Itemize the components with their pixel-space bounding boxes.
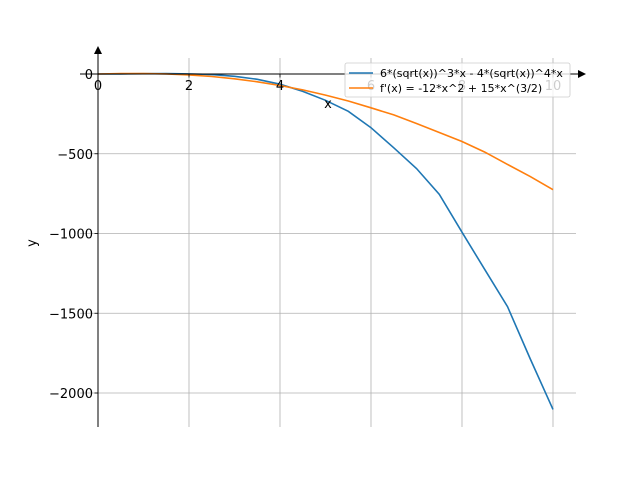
tick-labels: 02468100−500−1000−1500−2000: [49, 68, 561, 402]
legend-box: [344, 62, 571, 98]
legend: 6*(sqrt(x))^3*x - 4*(sqrt(x))^4*x f'(x) =…: [344, 62, 571, 98]
legend-label-1: 6*(sqrt(x))^3*x - 4*(sqrt(x))^4*x: [380, 67, 563, 80]
grid-lines: [80, 58, 576, 427]
x-axis-label: x: [324, 97, 332, 112]
x-tick-label: 0: [94, 79, 102, 94]
y-axis-arrow-icon: [94, 46, 102, 54]
series-line-1: [97, 72, 554, 410]
x-tick-label: 2: [185, 79, 193, 94]
y-tick-label: −2000: [49, 387, 93, 402]
legend-label-2: f'(x) = -12*x^2 + 15*x^(3/2): [380, 82, 542, 95]
y-tick-label: −1000: [49, 228, 93, 243]
x-tick-label: 4: [276, 79, 284, 94]
y-tick-label: 0: [85, 68, 93, 83]
y-tick-label: −500: [57, 148, 93, 163]
x-axis-arrow-icon: [578, 70, 586, 78]
y-axis-label: y: [25, 239, 40, 247]
series-lines: [97, 72, 554, 410]
y-tick-label: −1500: [49, 307, 93, 322]
